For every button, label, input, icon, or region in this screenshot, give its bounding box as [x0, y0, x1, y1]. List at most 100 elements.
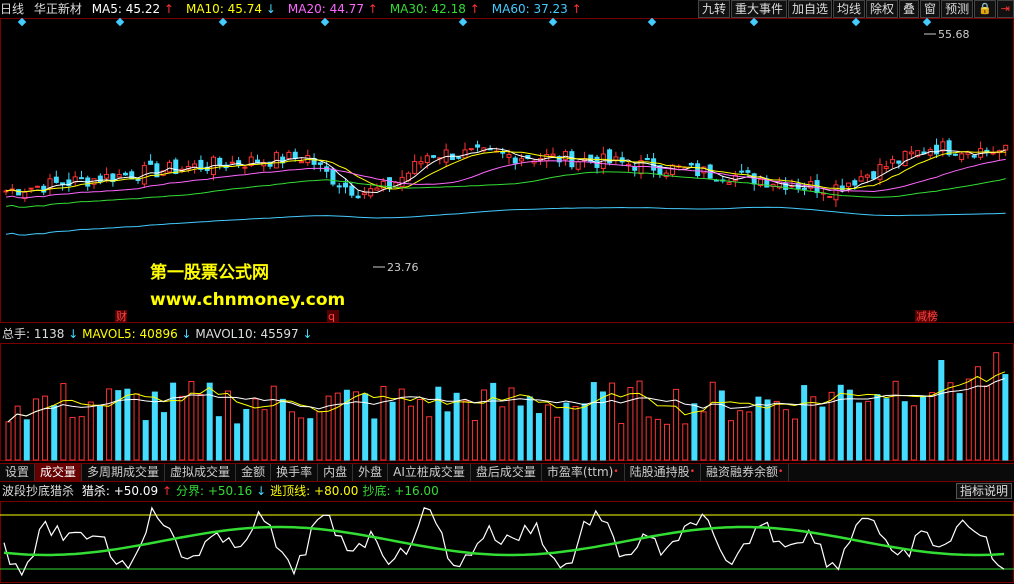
candle-body	[739, 170, 745, 173]
tab-金额[interactable]: 金额	[236, 464, 272, 481]
toolbar-button[interactable]: 预测	[941, 0, 974, 18]
total-label: 总手:	[2, 327, 31, 341]
down-arrow-icon: ↓	[177, 327, 196, 341]
volume-bar	[334, 392, 341, 461]
candle-body	[688, 163, 694, 166]
volume-bar	[663, 423, 670, 461]
tab-多周期成交量[interactable]: 多周期成交量	[82, 464, 166, 481]
volume-bar	[709, 381, 716, 461]
candle-body	[959, 153, 965, 160]
volume-bar	[1002, 374, 1009, 461]
tab-内盘[interactable]: 内盘	[318, 464, 354, 481]
toolbar-button[interactable]: 均线	[833, 0, 866, 18]
volume-bar	[654, 418, 661, 461]
ma-item: MA5: 45.22 ↑	[91, 2, 174, 16]
toolbar-button[interactable]: 加自选	[787, 0, 832, 18]
volume-bar	[316, 411, 323, 461]
volume-bar	[746, 411, 753, 461]
candle-body	[644, 158, 650, 161]
mavol5-line	[7, 371, 1006, 423]
candle-body	[896, 160, 902, 164]
candle-body	[468, 148, 474, 151]
candle-body	[500, 151, 506, 154]
tab-融资融券余额[interactable]: 融资融券余额•	[701, 464, 790, 481]
candle-body	[971, 155, 977, 158]
volume-bar	[554, 416, 561, 461]
tab-设置[interactable]: 设置	[0, 464, 36, 481]
candle-body	[940, 141, 946, 152]
candle-body	[60, 182, 66, 185]
period-label[interactable]: 日线	[0, 2, 25, 16]
volume-bar	[974, 366, 981, 461]
candle-body	[669, 164, 675, 175]
candle-body	[858, 176, 864, 182]
candle-body	[154, 163, 160, 178]
candle-body	[412, 160, 418, 174]
volume-bar	[773, 400, 780, 461]
down-arrow-icon: ↓	[298, 327, 313, 341]
indicator-chart[interactable]	[0, 501, 1014, 583]
toolbar-button[interactable]: 叠	[899, 0, 920, 18]
mavol10-label: MAVOL10:	[195, 327, 257, 341]
event-badge	[115, 310, 127, 322]
tab-AI立桩成交量[interactable]: AI立桩成交量	[388, 464, 471, 481]
tab-盘后成交量[interactable]: 盘后成交量	[471, 464, 542, 481]
candle-body	[28, 187, 34, 190]
volume-chart[interactable]	[0, 343, 1014, 461]
ma10-line	[5, 150, 1006, 193]
volume-bar	[645, 416, 652, 461]
ma60-line	[5, 206, 1006, 236]
volume-bar	[490, 382, 497, 461]
lock-icon[interactable]: 🔒	[974, 0, 996, 18]
event-badge	[915, 310, 935, 322]
candle-body	[852, 180, 858, 186]
volume-bar	[874, 394, 881, 461]
ma-item: MA30: 42.18 ↑	[389, 2, 480, 16]
tab-市盈率(ttm)[interactable]: 市盈率(ttm)•	[542, 464, 625, 481]
tab-成交量[interactable]: 成交量	[35, 464, 83, 481]
volume-bar	[471, 420, 478, 461]
event-badge	[327, 310, 339, 322]
candle-body	[292, 151, 298, 159]
up-arrow-icon: ↑	[367, 2, 378, 16]
arrow-right-icon[interactable]: ⇥	[996, 0, 1014, 18]
candle-body	[192, 163, 198, 168]
event-marker-icon	[218, 18, 228, 27]
volume-bar	[609, 382, 616, 461]
volume-bar	[78, 416, 85, 461]
volume-bar	[755, 396, 762, 461]
mavol5-value: 40896	[139, 327, 178, 341]
candle-body	[34, 185, 40, 188]
volume-bar	[224, 390, 231, 461]
toolbar-button[interactable]: 除权	[866, 0, 899, 18]
candle-body	[374, 187, 380, 191]
tab-换手率[interactable]: 换手率	[271, 464, 319, 481]
volume-bar	[956, 393, 963, 461]
volume-bar	[32, 398, 39, 461]
candle-body	[3, 190, 9, 193]
tab-陆股通持股[interactable]: 陆股通持股•	[625, 464, 701, 481]
volume-bar	[965, 378, 972, 461]
tab-外盘[interactable]: 外盘	[353, 464, 389, 481]
toolbar-button[interactable]: 九转	[697, 0, 730, 18]
toolbar-button[interactable]: 窗	[920, 0, 941, 18]
volume-bar	[545, 404, 552, 461]
candle-body	[902, 150, 908, 167]
candle-body	[965, 151, 971, 155]
event-marker-icon	[115, 18, 125, 27]
candle-body	[695, 163, 701, 177]
indicator-help-button[interactable]: 指标说明	[955, 483, 1012, 499]
mavol10-value: 45597	[260, 327, 299, 341]
toolbar-button[interactable]: 重大事件	[730, 0, 787, 18]
volume-bar	[96, 405, 103, 461]
volume-bar	[517, 405, 524, 461]
volume-bar	[673, 388, 680, 461]
candle-body	[732, 174, 738, 182]
tab-虚拟成交量[interactable]: 虚拟成交量	[165, 464, 237, 481]
candle-body	[449, 153, 455, 161]
volume-bar	[462, 400, 469, 461]
indicator-header: 波段抄底猎杀 猎杀: +50.09 ↑ 分界: +50.16 ↓ 逃顶线: +80.…	[2, 483, 439, 499]
candle-body	[97, 175, 103, 183]
volume-bar	[837, 384, 844, 461]
volume-bar	[51, 405, 58, 461]
